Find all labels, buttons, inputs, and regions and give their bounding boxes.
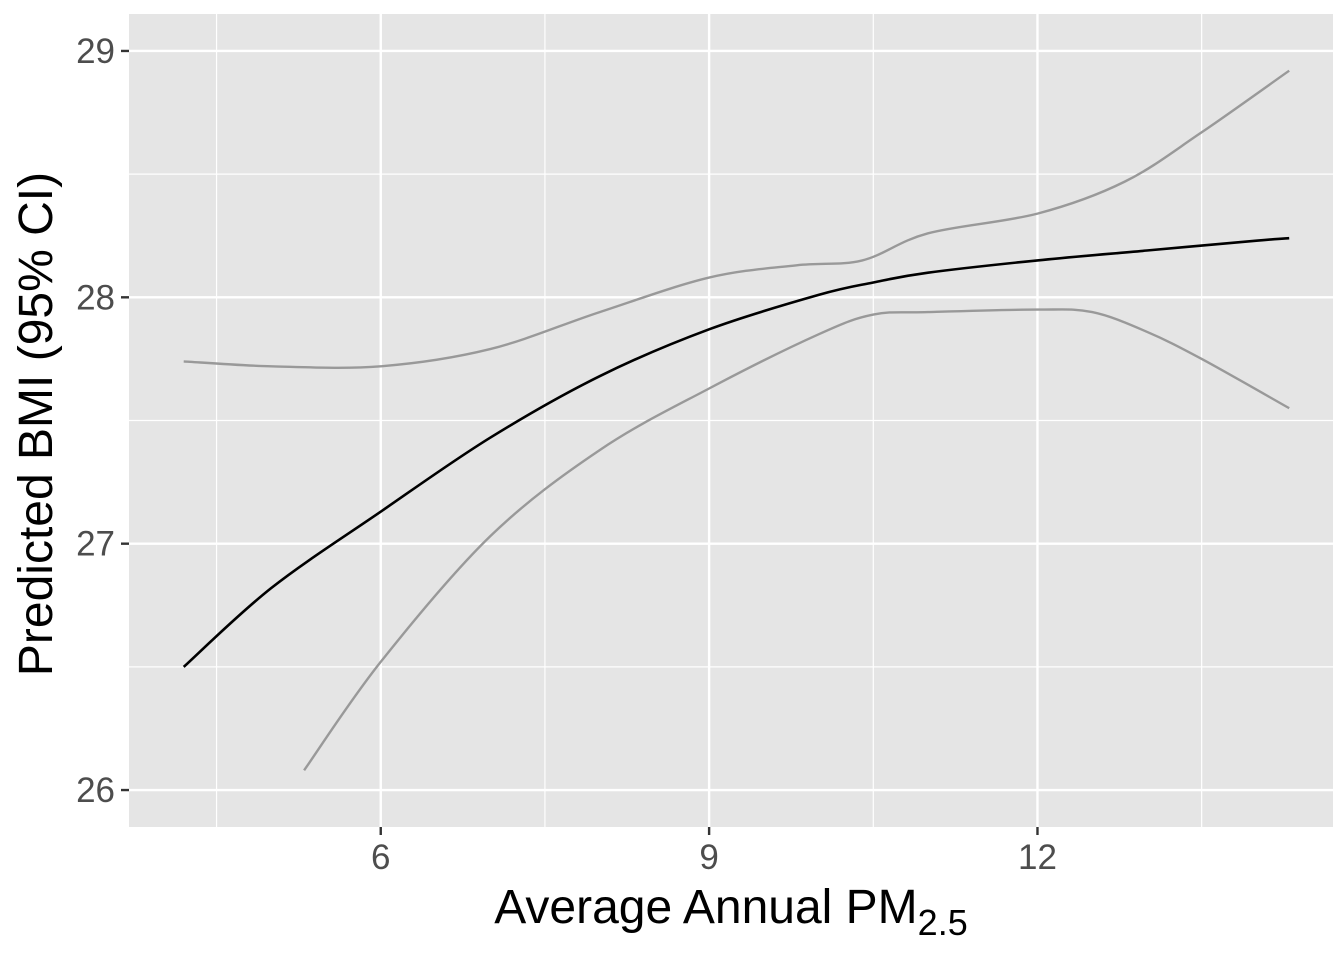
y-tick-label: 27 [76,525,115,564]
x-axis-title-subscript: 2.5 [918,902,968,943]
estimate-line [182,236,1290,668]
x-axis-title-main: Average Annual PM [494,881,917,934]
x-tick-label: 9 [699,838,718,877]
lower-ci-line [303,308,1290,771]
x-tick-label: 6 [371,838,390,877]
y-tick-label: 29 [76,32,115,71]
minor-gridlines [129,14,1333,827]
y-tick-label: 26 [76,771,115,810]
y-axis: 26 27 28 29 [76,32,129,810]
x-axis-title: Average Annual PM2.5 [494,881,967,943]
x-tick-label: 12 [1018,838,1057,877]
y-tick-label: 28 [76,278,115,317]
major-gridlines [129,14,1333,827]
series-layer [182,69,1290,771]
x-axis: 6 9 12 [371,827,1057,877]
y-axis-title: Predicted BMI (95% CI) [10,172,63,676]
upper-ci-line [183,69,1290,369]
